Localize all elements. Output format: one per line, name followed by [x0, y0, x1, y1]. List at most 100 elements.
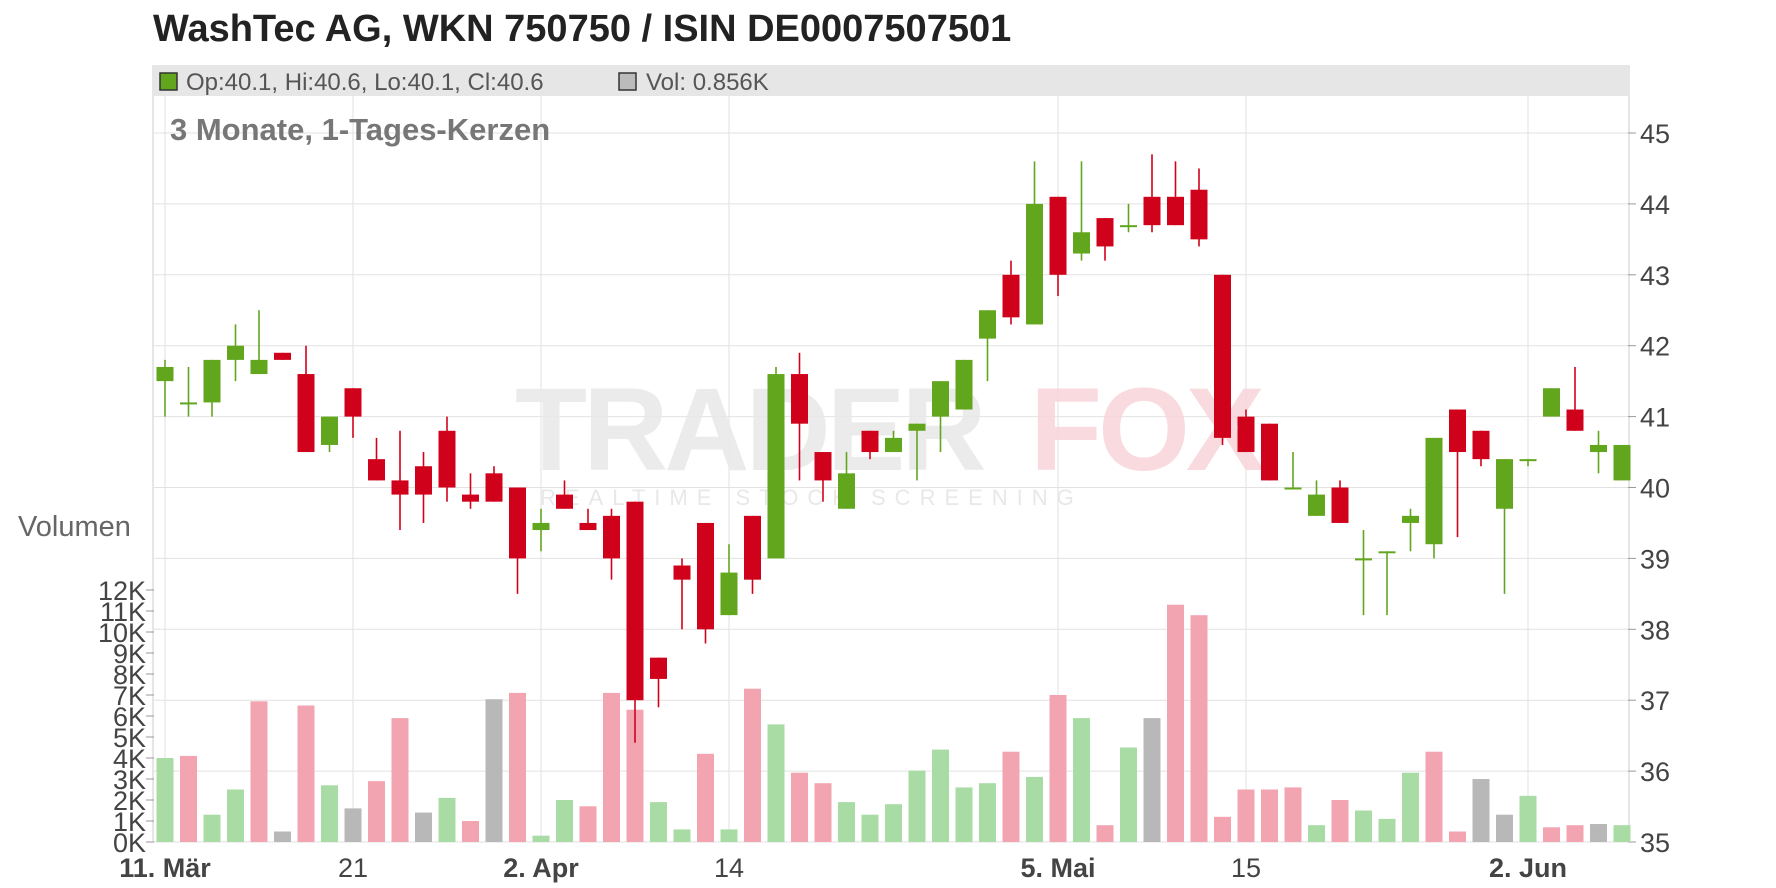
volume-bar: [932, 749, 949, 842]
candle: [1519, 459, 1537, 467]
price-tick-label: 36: [1640, 757, 1670, 787]
volume-tick-label: 6K: [113, 702, 146, 732]
ohlc-readout: Op:40.1, Hi:40.6, Lo:40.1, Cl:40.6: [186, 69, 544, 96]
volume-bar: [673, 829, 691, 842]
candle-body: [415, 466, 432, 495]
candle: [180, 366, 197, 417]
candle: [532, 508, 550, 552]
volume-bar: [1284, 787, 1302, 842]
candle-body: [344, 388, 362, 417]
candle: [1496, 459, 1513, 594]
candle: [838, 452, 855, 509]
candle: [720, 544, 738, 616]
volume-bar: [650, 802, 667, 842]
candle-body: [462, 494, 479, 502]
candle-body: [1002, 274, 1020, 318]
candle: [908, 423, 926, 481]
volume-bar: [955, 787, 973, 842]
candle-body: [1284, 487, 1302, 490]
candle: [1472, 430, 1490, 467]
volume-bar: [1590, 824, 1607, 842]
volume-tick-label: 5K: [113, 723, 146, 753]
candle-body: [697, 522, 714, 630]
candle-body: [767, 374, 785, 559]
candle: [1096, 218, 1114, 261]
volume-bar: [321, 785, 338, 842]
candle-body: [1496, 459, 1513, 509]
volume-tick-label: 2K: [113, 786, 146, 816]
volume-bar: [603, 692, 620, 842]
volume-bar: [438, 797, 456, 842]
candle: [1378, 551, 1396, 616]
candle: [626, 501, 644, 743]
volume-bar: [1425, 751, 1443, 842]
volume-bar: [1496, 814, 1513, 842]
candle-body: [485, 473, 503, 502]
candle: [1214, 274, 1231, 445]
chart-subtitle: 3 Monate, 1-Tages-Kerzen: [170, 112, 550, 147]
candle-body: [744, 515, 761, 580]
x-axis: 11. Mär 21 2. Apr 14 5. Mai 15 2. Jun: [119, 853, 1567, 883]
candle: [1355, 530, 1372, 616]
candle: [861, 430, 879, 460]
volume-bar: [1519, 795, 1537, 842]
candle: [650, 657, 667, 708]
volume-bar: [1049, 695, 1067, 842]
volume-tick-label: 10K: [98, 618, 146, 648]
volume-bar: [1543, 827, 1560, 842]
volume-readout: Vol: 0.856K: [646, 69, 769, 96]
candle-body: [250, 359, 268, 375]
volume-bar: [1073, 718, 1090, 842]
volume-bar: [1378, 818, 1396, 842]
candle: [885, 430, 902, 453]
candle: [1566, 366, 1584, 431]
price-tick-label: 41: [1640, 403, 1670, 433]
volume-tick-label: 0K: [113, 828, 146, 858]
candle-body: [1214, 274, 1231, 438]
candle-body: [885, 437, 902, 453]
candle-body: [1049, 196, 1067, 275]
candle-body: [509, 487, 526, 559]
volume-bar: [1308, 825, 1325, 842]
candle: [1049, 196, 1067, 297]
candle-body: [391, 480, 409, 495]
candle-body: [1613, 444, 1631, 481]
volume-bar: [1167, 604, 1184, 842]
candle: [1167, 161, 1184, 226]
candle: [979, 310, 996, 382]
candle-body: [438, 430, 456, 488]
volume-bar: [1613, 825, 1631, 842]
candle-body: [720, 572, 738, 616]
volume-bar: [485, 699, 503, 842]
volume-bar: [556, 800, 573, 842]
volume-bar: [744, 688, 761, 842]
watermark-tagline: REALTIME STOCK SCREENING: [540, 485, 1083, 510]
volume-legend-swatch: [618, 72, 637, 91]
candle-body: [180, 402, 197, 405]
candle: [368, 437, 385, 481]
candle: [297, 345, 315, 453]
candle: [955, 359, 973, 410]
price-tick-label: 40: [1640, 474, 1670, 504]
candle: [1613, 444, 1631, 481]
candle: [462, 473, 479, 509]
candle: [1543, 388, 1560, 417]
volume-tick-label: 3K: [113, 765, 146, 795]
price-tick-label: 37: [1640, 686, 1670, 716]
candle-body: [908, 423, 926, 431]
volume-bar: [1143, 718, 1161, 842]
candle: [391, 430, 409, 531]
candle: [1261, 423, 1278, 481]
candle-body: [1073, 232, 1090, 254]
volume-axis-label: Volumen: [18, 511, 131, 543]
candle: [1449, 409, 1466, 538]
candle: [415, 452, 432, 523]
volume-tick-label: 9K: [113, 639, 146, 669]
volume-bar: [697, 753, 714, 842]
candle: [203, 359, 221, 417]
candle: [227, 324, 244, 382]
candle-body: [979, 310, 996, 339]
candle-body: [626, 501, 644, 701]
volume-bar: [885, 804, 902, 842]
volume-bar: [908, 770, 926, 842]
